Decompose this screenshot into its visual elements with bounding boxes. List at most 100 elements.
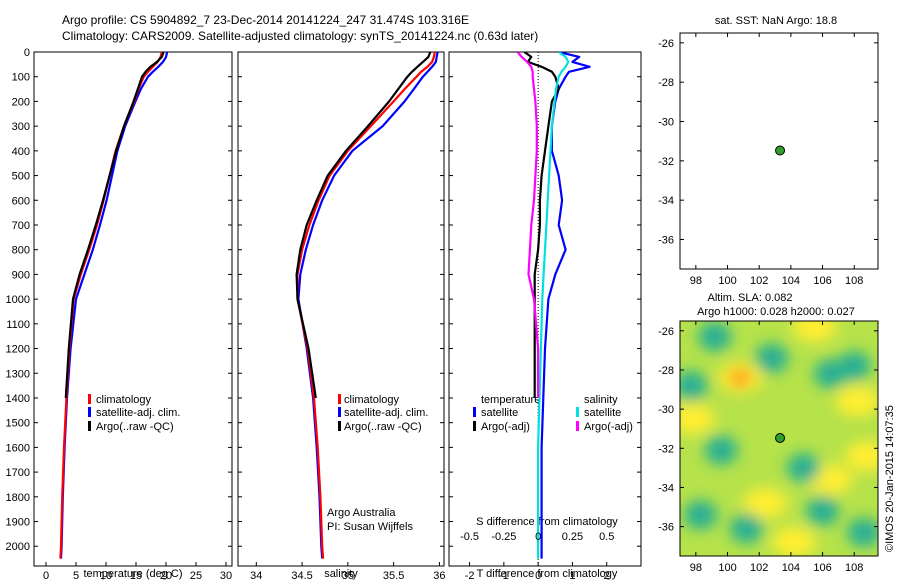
x-tick-label: 35 bbox=[342, 570, 354, 580]
legend-satellite: satellite-adj. clim. bbox=[96, 407, 180, 419]
legend-swatch bbox=[473, 421, 476, 431]
lat-tick-label: -36 bbox=[658, 235, 674, 247]
title-line-2: Climatology: CARS2009. Satellite-adjuste… bbox=[62, 29, 538, 43]
lat-tick-label: -28 bbox=[658, 365, 674, 377]
legend-swatch bbox=[473, 407, 476, 417]
lat-tick-label: -32 bbox=[658, 156, 674, 168]
sla-peak bbox=[729, 369, 752, 386]
lon-tick-label: 104 bbox=[782, 275, 800, 287]
sla-high bbox=[835, 386, 878, 417]
y-tick-label: 1800 bbox=[6, 492, 30, 504]
y-tick-label: 1000 bbox=[6, 294, 30, 306]
lat-tick-label: -30 bbox=[658, 404, 674, 416]
difference-xlabel: T difference from climatology bbox=[477, 568, 618, 580]
s-satellite-line bbox=[536, 52, 570, 559]
t-satellite-line bbox=[540, 52, 591, 559]
lat-tick-label: -28 bbox=[658, 77, 674, 89]
legend-swatch bbox=[338, 394, 341, 404]
legend-climatology: climatology bbox=[96, 394, 152, 406]
sla-low-core bbox=[796, 460, 811, 475]
sla-title-line-2: Argo h1000: 0.028 h2000: 0.027 bbox=[697, 306, 855, 318]
legend-swatch bbox=[338, 407, 341, 417]
lat-tick-label: -34 bbox=[658, 482, 674, 494]
sla-high bbox=[844, 441, 878, 472]
y-tick-label: 1200 bbox=[6, 344, 30, 356]
satellite-line bbox=[59, 52, 169, 559]
lat-tick-label: -26 bbox=[658, 38, 674, 50]
sla-low-core bbox=[823, 366, 838, 381]
x-tick-label: 36 bbox=[433, 570, 445, 580]
x-tick-label: -2 bbox=[465, 570, 475, 580]
y-tick-label: 700 bbox=[12, 220, 30, 232]
legend-swatch bbox=[576, 421, 579, 431]
y-tick-label: 0 bbox=[24, 47, 30, 59]
legend-swatch bbox=[88, 407, 91, 417]
series-group bbox=[59, 52, 169, 559]
y-tick-label: 100 bbox=[12, 72, 30, 84]
difference-xlabel-top: S difference from climatology bbox=[476, 516, 618, 528]
sst-map-panel: sat. SST: NaN Argo: 18.8 98 100 102 104 106 1… bbox=[658, 15, 879, 287]
x-tick-label: 2 bbox=[604, 570, 610, 580]
y-tick-label: 800 bbox=[12, 245, 30, 257]
t-argo-line bbox=[523, 52, 560, 398]
x-tick-label: 34 bbox=[250, 570, 262, 580]
legend-swatch bbox=[576, 407, 579, 417]
lat-tick-label: -26 bbox=[658, 326, 674, 338]
x-tick-label: 1 bbox=[569, 570, 575, 580]
argo-float-marker bbox=[775, 432, 786, 443]
legend-swatch bbox=[88, 421, 91, 431]
sla-low-core bbox=[684, 378, 699, 393]
annotation-pi: PI: Susan Wijffels bbox=[327, 521, 413, 533]
plot-frame bbox=[237, 51, 445, 567]
lon-tick-label: 98 bbox=[690, 562, 702, 574]
x-tick-label: 0 bbox=[43, 570, 49, 580]
lon-tick-label: 102 bbox=[750, 562, 768, 574]
x-tick-label: 5 bbox=[73, 570, 79, 580]
lon-tick-label: 104 bbox=[782, 562, 800, 574]
x-tick-label: 30 bbox=[220, 570, 232, 580]
legend-argo: Argo(..raw -QC) bbox=[344, 421, 422, 433]
s-tick-label: 0.5 bbox=[599, 531, 614, 543]
sla-high bbox=[772, 527, 817, 556]
y-tick-label: 500 bbox=[12, 171, 30, 183]
s-argo-line bbox=[516, 52, 540, 398]
sla-map-panel: Altim. SLA: 0.082 Argo h1000: 0.028 h200… bbox=[658, 292, 879, 574]
sla-low-core bbox=[815, 503, 830, 518]
argo-float-marker bbox=[775, 145, 786, 156]
legend-climatology: climatology bbox=[344, 394, 400, 406]
y-tick-label: 1500 bbox=[6, 418, 30, 430]
legend-t-argo: Argo(-adj) bbox=[481, 421, 530, 433]
lat-tick-label: -32 bbox=[658, 443, 674, 455]
lat-tick-label: -30 bbox=[658, 117, 674, 129]
argo-line bbox=[64, 52, 165, 399]
sla-blobs bbox=[680, 321, 878, 556]
argo-line bbox=[295, 52, 432, 399]
x-tick-label: 35.5 bbox=[383, 570, 404, 580]
title-line-1: Argo profile: CS 5904892_7 23-Dec-2014 2… bbox=[62, 13, 469, 27]
legend-swatch bbox=[338, 421, 341, 431]
lon-tick-label: 108 bbox=[845, 562, 863, 574]
y-tick-label: 1400 bbox=[6, 393, 30, 405]
legend-swatch bbox=[88, 394, 91, 404]
sst-map-title: sat. SST: NaN Argo: 18.8 bbox=[715, 15, 837, 27]
map-frame bbox=[679, 32, 879, 270]
sla-field bbox=[680, 321, 878, 556]
sla-low-core bbox=[764, 351, 779, 366]
lon-tick-label: 100 bbox=[718, 562, 736, 574]
legend-header-temperature: temperature bbox=[481, 394, 540, 406]
y-tick-label: 1600 bbox=[6, 442, 30, 454]
difference-panel: T difference from climatology S differen… bbox=[448, 51, 642, 582]
s-tick-label: -0.5 bbox=[460, 531, 479, 543]
plot-frame bbox=[33, 51, 233, 567]
series-group bbox=[516, 52, 591, 566]
sla-high bbox=[792, 321, 837, 342]
sla-low-core bbox=[714, 443, 729, 458]
map-frame bbox=[679, 320, 879, 557]
y-tick-label: 1100 bbox=[6, 319, 30, 331]
salinity-panel: salinity climatology satellite-adj. clim… bbox=[237, 51, 446, 582]
sla-high bbox=[743, 488, 788, 519]
s-tick-label: 0.25 bbox=[562, 531, 583, 543]
lat-tick-label: -34 bbox=[658, 195, 674, 207]
legend-s-satellite: satellite bbox=[584, 407, 621, 419]
annotation-argo-australia: Argo Australia bbox=[327, 507, 396, 519]
